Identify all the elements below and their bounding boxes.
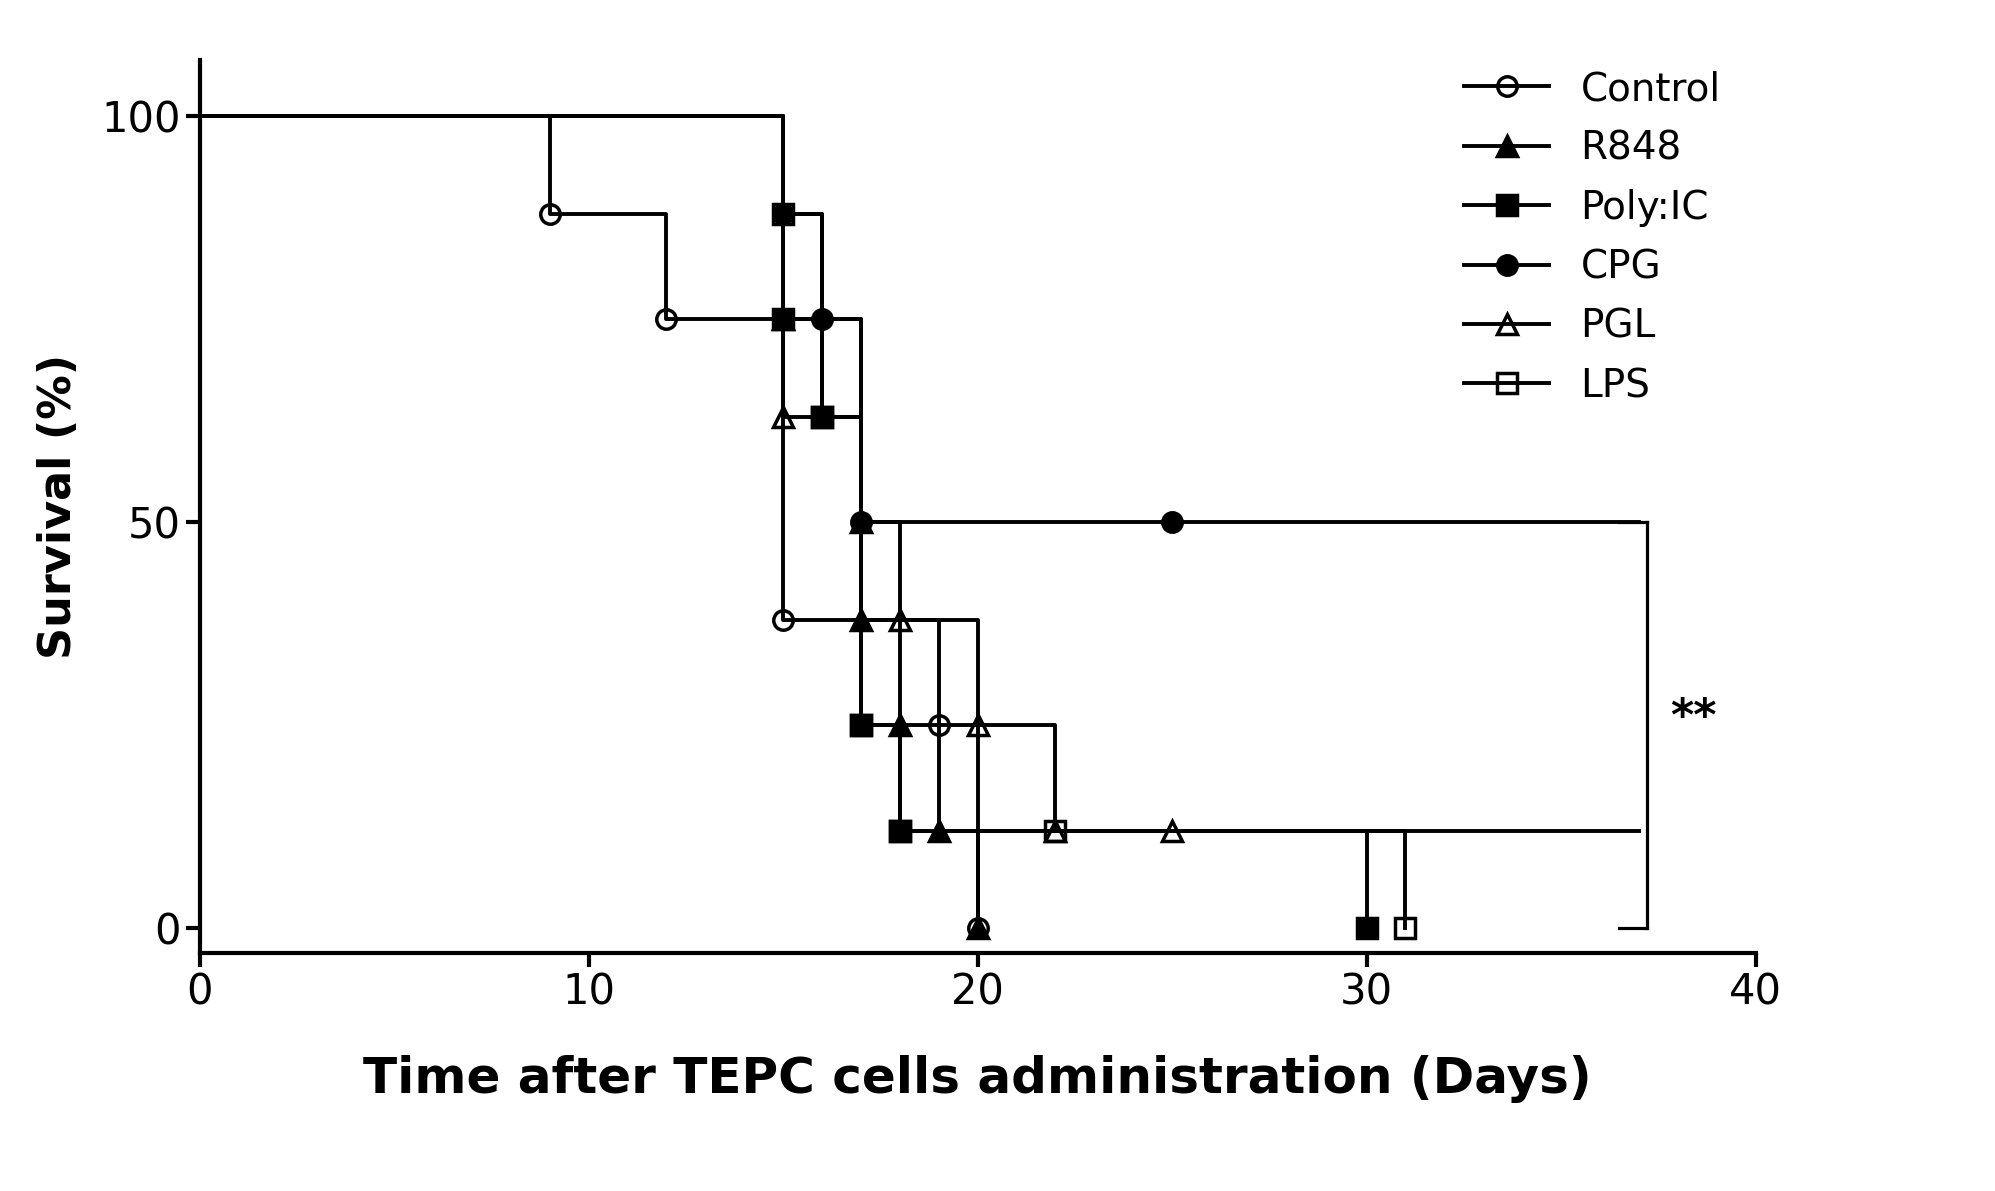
Legend: Control, R848, Poly:IC, CPG, PGL, LPS: Control, R848, Poly:IC, CPG, PGL, LPS xyxy=(1464,70,1720,405)
X-axis label: Time after TEPC cells administration (Days): Time after TEPC cells administration (Da… xyxy=(363,1055,1592,1103)
Y-axis label: Survival (%): Survival (%) xyxy=(38,354,80,659)
Text: **: ** xyxy=(1670,696,1716,738)
